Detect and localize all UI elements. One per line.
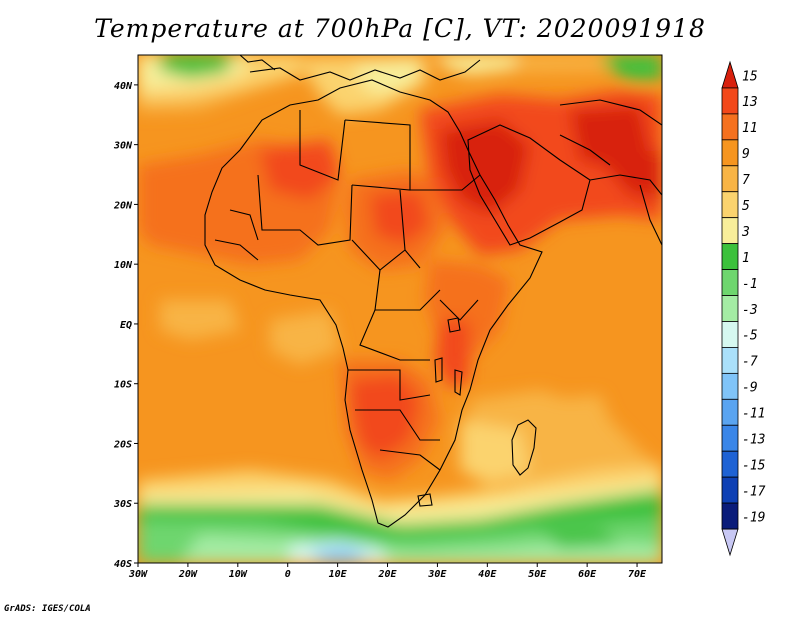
- colorbar-label: 5: [742, 199, 750, 214]
- map-title: Temperature at 700hPa [C], VT: 202009191…: [94, 14, 706, 43]
- temperature-field: [138, 55, 662, 563]
- lon-tick-label: 0: [285, 569, 291, 580]
- colorbar-label: -5: [742, 329, 758, 344]
- lon-tick-label: 10E: [329, 569, 348, 580]
- lat-tick-label: 30N: [113, 141, 133, 152]
- colorbar-swatch: [721, 502, 739, 530]
- colorbar-swatch: [721, 476, 739, 504]
- lon-tick-label: 40E: [478, 569, 497, 580]
- colorbar-swatch: [721, 450, 739, 478]
- lon-tick-label: 20W: [178, 569, 198, 580]
- colorbar-swatch: [721, 217, 739, 245]
- lat-tick-label: 10N: [114, 260, 133, 271]
- colorbar-swatch: [721, 139, 739, 167]
- lat-tick-label: 20S: [113, 439, 132, 450]
- lon-tick-label: 10W: [229, 569, 248, 580]
- lat-tick-label: 30S: [113, 499, 132, 510]
- colorbar-label: -17: [742, 484, 766, 499]
- lat-tick-label: 10S: [114, 380, 132, 391]
- colorbar-label: -9: [742, 381, 758, 396]
- latitude-axis: 40N 30N 20N 10N EQ 10S 20S 30S 40S: [113, 81, 138, 570]
- colorbar-swatch: [721, 424, 739, 452]
- colorbar-label: 3: [741, 225, 750, 240]
- lon-tick-label: 60E: [578, 569, 597, 580]
- credit-text: GrADS: IGES/COLA: [4, 604, 91, 614]
- lon-tick-label: 30E: [427, 569, 447, 580]
- colorbar-label: -13: [742, 433, 765, 448]
- colorbar-swatch: [721, 165, 739, 193]
- colorbar-swatch: [721, 528, 739, 557]
- colorbar-label: -7: [742, 355, 758, 370]
- coastlines: [204, 55, 662, 528]
- colorbar-swatch: [721, 243, 739, 270]
- colorbar-label: 1: [742, 251, 750, 266]
- colorbar-swatch: [721, 321, 739, 348]
- colorbar-label: 11: [742, 121, 758, 136]
- colorbar-label: 7: [742, 173, 750, 188]
- lat-tick-label: 20N: [113, 200, 133, 211]
- lon-tick-label: 30W: [128, 569, 148, 580]
- colorbar-swatch: [721, 295, 739, 322]
- colorbar-swatch: [721, 191, 739, 219]
- colorbar-label: -19: [742, 510, 765, 525]
- colorbar-label: -11: [742, 407, 765, 422]
- lat-tick-label: 40S: [114, 559, 132, 570]
- lat-tick-label: EQ: [120, 320, 132, 331]
- map-frame: [137, 54, 663, 564]
- lon-tick-label: 20E: [377, 569, 397, 580]
- colorbar-label: 9: [742, 147, 750, 162]
- colorbar: 15 13 11 9 7 5 3 1 -1 -3 -5 -7 -9 -11 -13 -15 -17 -19: [721, 60, 766, 557]
- colorbar-swatch: [721, 87, 739, 115]
- colorbar-swatch: [721, 269, 739, 296]
- lon-tick-label: 70E: [628, 569, 647, 580]
- colorbar-label: -1: [742, 277, 758, 292]
- longitude-axis: 30W 20W 10W 0 10E 20E 30E 40E 50E 60E 70E: [128, 563, 647, 580]
- lon-tick-label: 50E: [528, 569, 547, 580]
- lat-tick-label: 40N: [114, 81, 133, 92]
- colorbar-label: -3: [742, 303, 758, 318]
- colorbar-swatch: [721, 372, 739, 400]
- colorbar-label: 15: [742, 69, 758, 84]
- colorbar-label: 13: [742, 95, 758, 110]
- colorbar-swatch: [721, 347, 739, 374]
- colorbar-label: -15: [742, 458, 766, 473]
- colorbar-swatch: [721, 60, 739, 89]
- colorbar-swatch: [721, 398, 739, 426]
- colorbar-swatch: [721, 113, 739, 141]
